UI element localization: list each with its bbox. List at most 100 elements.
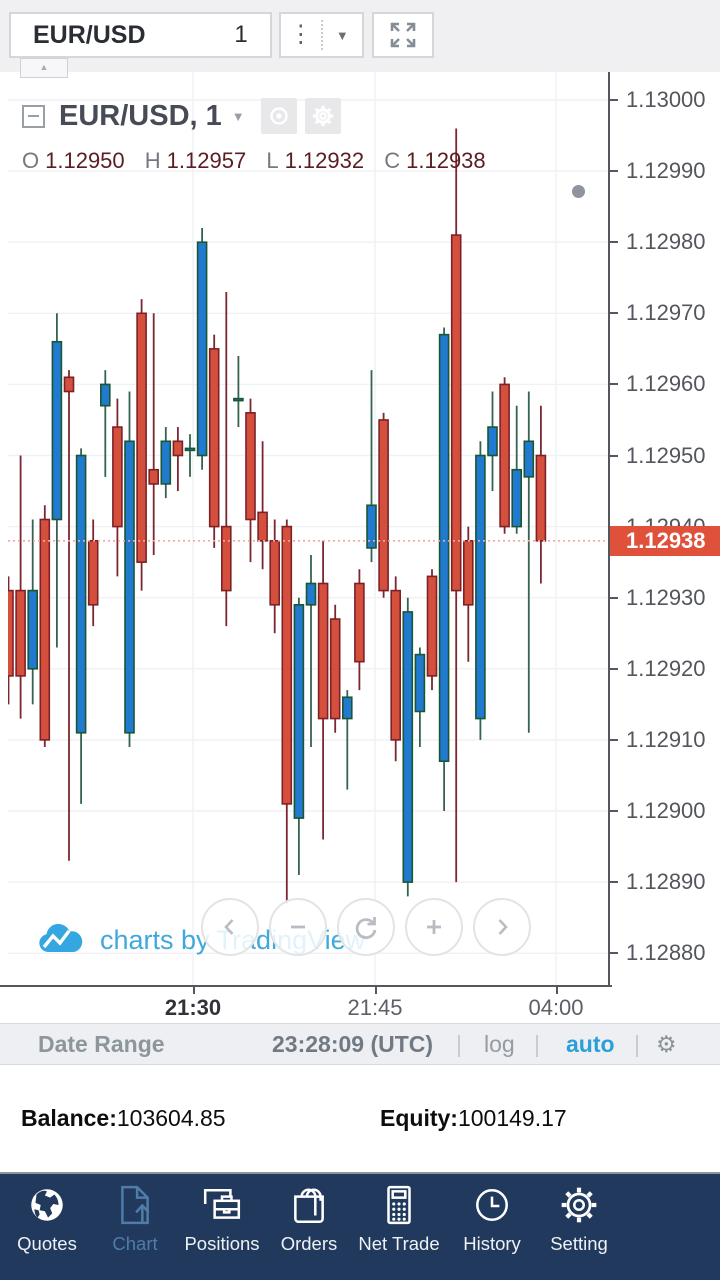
shopping-bag-icon	[294, 1188, 324, 1224]
legend-high-value: 1.12957	[166, 148, 247, 173]
chevron-down-icon[interactable]: ▼	[231, 108, 245, 124]
legend-open-value: 1.12950	[45, 148, 125, 173]
market-status-dot	[572, 185, 585, 198]
price-tick	[610, 454, 618, 457]
nav-item-positions[interactable]: Positions	[176, 1184, 268, 1255]
footer-divider: |	[634, 1031, 640, 1057]
price-tick	[610, 312, 618, 315]
chevron-down-icon[interactable]: ▼	[335, 27, 349, 43]
footer-divider: |	[456, 1031, 462, 1057]
time-tick-label: 21:30	[164, 995, 222, 1020]
nav-label-quotes: Quotes	[17, 1233, 77, 1254]
nav-item-history[interactable]: History	[446, 1184, 538, 1255]
price-tick	[610, 952, 618, 955]
zoom-in-button[interactable]	[405, 898, 463, 956]
time-tick	[193, 987, 195, 994]
legend-close-key: C	[384, 148, 401, 173]
price-axis[interactable]: 1.13000 1.12990 1.12980 1.12970 1.12960 1.129…	[608, 72, 720, 985]
candlestick-plot[interactable]	[8, 72, 612, 985]
nav-label-chart: Chart	[112, 1233, 158, 1254]
auto-scale-toggle[interactable]: auto	[566, 1031, 615, 1057]
price-tick	[610, 881, 618, 884]
legend-close-value: 1.12938	[406, 148, 486, 173]
nav-label-history: History	[463, 1233, 521, 1254]
time-axis-line	[0, 985, 612, 987]
chart-settings-gear-icon[interactable]	[304, 98, 341, 134]
price-tick	[610, 738, 618, 741]
nav-item-net-trade[interactable]: Net Trade	[353, 1184, 445, 1255]
nav-item-quotes[interactable]: Quotes	[1, 1184, 93, 1255]
price-tick	[610, 241, 618, 244]
chart-pane: EUR/USD, 1 ▼	[0, 72, 720, 1028]
price-tick-label: 1.12990	[626, 158, 706, 184]
price-tick-label: 1.12930	[626, 584, 706, 610]
fullscreen-button[interactable]	[372, 12, 434, 58]
chart-footer-toolbar: Date Range 23:28:09 (UTC) | log | auto |…	[0, 1023, 720, 1065]
menu-divider	[320, 20, 323, 50]
tradingview-cloud-icon	[39, 924, 83, 952]
price-tick	[610, 383, 618, 386]
panel-collapse-handle[interactable]: ▲	[20, 58, 68, 78]
legend-low-value: 1.12932	[284, 148, 365, 173]
page-chart-icon	[121, 1185, 150, 1225]
chart-title[interactable]: EUR/USD, 1	[59, 99, 222, 132]
time-tick	[375, 987, 377, 994]
balance-value: 103604.85	[116, 1105, 226, 1131]
price-tick	[610, 99, 618, 101]
price-tick-label: 1.12910	[626, 726, 706, 752]
price-tick	[610, 170, 618, 173]
nav-item-setting[interactable]: Setting	[533, 1184, 625, 1255]
price-tick	[610, 667, 618, 670]
price-tick-label: 1.12960	[626, 371, 706, 397]
balance-label: Balance:	[21, 1105, 117, 1131]
log-scale-toggle[interactable]: log	[484, 1031, 515, 1057]
price-tick-label: 1.13000	[626, 87, 706, 112]
price-tick	[610, 596, 618, 599]
utc-clock: 23:28:09 (UTC)	[272, 1031, 434, 1057]
time-tick-label: 04:00	[528, 995, 584, 1020]
gear-icon	[561, 1187, 597, 1223]
price-tick-label: 1.12950	[626, 442, 706, 468]
price-tick-label: 1.12900	[626, 798, 706, 823]
price-tick-label: 1.12970	[626, 300, 706, 326]
top-toolbar: EUR/USD 1 ⋮ ▼	[0, 0, 720, 72]
equity-value: 100149.17	[457, 1105, 567, 1131]
balance-field: Balance:103604.85	[21, 1105, 226, 1132]
scroll-right-button[interactable]	[473, 898, 531, 956]
date-range-button[interactable]: Date Range	[38, 1031, 165, 1057]
price-tick-label: 1.12890	[626, 869, 706, 895]
fullscreen-icon	[390, 22, 416, 48]
reset-view-button[interactable]	[337, 898, 395, 956]
nav-item-chart[interactable]: Chart	[89, 1184, 181, 1255]
interval-selector[interactable]: 1	[212, 12, 272, 58]
symbol-label: EUR/USD	[33, 20, 146, 49]
clock-icon	[476, 1189, 508, 1221]
kebab-menu-icon[interactable]: ⋮	[288, 21, 313, 48]
time-axis[interactable]: 21:30 21:45 04:00	[0, 987, 720, 1028]
nav-label-positions: Positions	[184, 1233, 260, 1254]
visibility-icon[interactable]	[260, 98, 297, 134]
equity-label: Equity:	[380, 1105, 458, 1131]
nav-label-net-trade-orders: Orders	[280, 1233, 338, 1254]
time-tick	[556, 987, 558, 994]
calculator-icon	[387, 1185, 411, 1225]
nav-label-net-trade: Net Trade	[358, 1233, 440, 1254]
legend-open-key: O	[22, 148, 40, 173]
footer-gear-icon[interactable]: ⚙	[656, 1031, 677, 1057]
globe-icon	[31, 1189, 63, 1221]
time-tick-label: 21:45	[347, 995, 403, 1020]
scroll-left-button[interactable]	[201, 898, 259, 956]
account-summary: Balance:103604.85 Equity:100149.17	[0, 1065, 720, 1172]
chart-nav-controls	[196, 898, 536, 956]
last-price-label: 1.12938	[610, 525, 720, 556]
nav-label-setting: Setting	[550, 1233, 608, 1254]
price-tick-label: 1.12980	[626, 229, 706, 255]
zoom-out-button[interactable]	[269, 898, 327, 956]
price-tick	[610, 810, 618, 812]
briefcase-icon	[203, 1189, 241, 1219]
collapse-icon[interactable]	[22, 104, 45, 128]
nav-item-orders[interactable]: Orders	[263, 1184, 355, 1255]
symbol-selector[interactable]: EUR/USD	[9, 12, 214, 58]
interval-label: 1	[234, 21, 248, 48]
price-tick-label: 1.12920	[626, 655, 706, 681]
